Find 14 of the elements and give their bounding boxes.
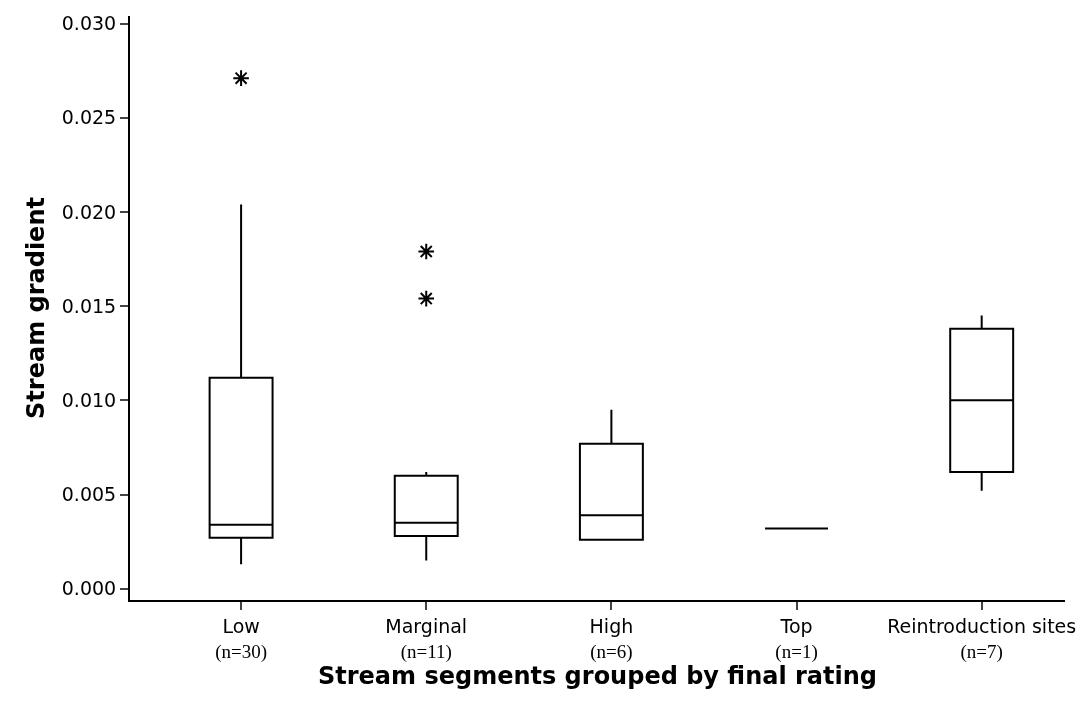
y-tick-label: 0.030 bbox=[61, 12, 117, 35]
y-tick-label: 0.010 bbox=[61, 388, 117, 411]
x-tick-label: Reintroduction sites (n=7) bbox=[887, 614, 1077, 663]
y-axis-title: Stream gradient bbox=[22, 197, 51, 419]
x-axis-title: Stream segments grouped by final rating bbox=[317, 662, 878, 691]
x-tick-label: Marginal (n=11) bbox=[385, 614, 468, 663]
y-tick-label: 0.000 bbox=[61, 577, 117, 600]
x-tick-label: Low (n=30) bbox=[215, 614, 268, 663]
y-tick-label: 0.020 bbox=[61, 200, 117, 223]
y-tick-label: 0.005 bbox=[61, 483, 117, 506]
y-tick-label: 0.025 bbox=[61, 106, 117, 129]
y-tick-label: 0.015 bbox=[61, 294, 117, 317]
x-tick-label: High (n=6) bbox=[589, 614, 634, 663]
x-tick-label: Top (n=1) bbox=[775, 614, 818, 663]
